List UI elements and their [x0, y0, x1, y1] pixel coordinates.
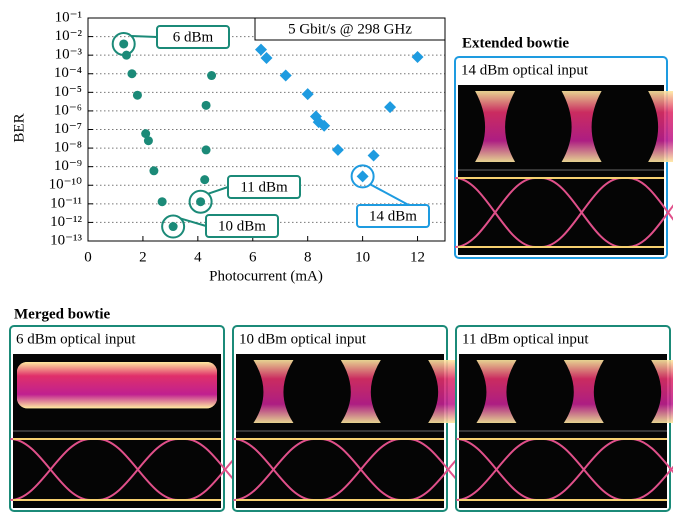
title-box [254, 17, 446, 41]
panel-title: Extended bowtie [462, 35, 569, 51]
data-point [141, 129, 151, 139]
y-tick-label: 10⁻¹² [50, 214, 82, 230]
data-point [200, 175, 210, 185]
eye-blob [561, 91, 602, 162]
annotation-ring [350, 164, 375, 189]
y-tick-label: 10⁻⁸ [54, 140, 82, 156]
eye-trace [10, 438, 91, 501]
data-point [411, 50, 424, 63]
annotation-ring [111, 31, 136, 56]
data-point [384, 101, 397, 114]
eye-trace [456, 438, 537, 501]
y-tick-label: 10⁻⁵ [54, 84, 82, 100]
eye-blob [476, 360, 517, 423]
panel-label: 11 dBm optical input [462, 331, 589, 347]
annotation: 14 dBm [369, 208, 417, 224]
x-tick-label: 10 [355, 249, 370, 265]
annotation-box [227, 175, 301, 199]
data-point [127, 69, 137, 79]
y-tick-label: 10⁻² [55, 28, 83, 44]
data-point [201, 100, 211, 110]
panel-label: 10 dBm optical input [239, 331, 367, 347]
data-point [119, 39, 129, 49]
annotation-ring [188, 189, 213, 214]
data-point [255, 43, 268, 56]
y-tick-label: 10⁻⁶ [54, 102, 82, 118]
eye-trace [631, 438, 673, 501]
data-point [207, 71, 217, 81]
y-tick-label: 10⁻⁹ [54, 158, 82, 174]
data-point [143, 136, 153, 146]
annotation-box [156, 25, 230, 49]
panel-label: 14 dBm optical input [461, 62, 589, 78]
eye-blob [17, 362, 217, 409]
x-tick-label: 12 [410, 249, 425, 265]
y-tick-label: 10⁻¹¹ [50, 195, 82, 211]
eye-trace [97, 438, 178, 501]
y-tick-label: 10⁻¹³ [50, 232, 82, 248]
data-point [301, 88, 314, 101]
annotation-leader [180, 217, 207, 227]
x-tick-label: 6 [249, 249, 257, 265]
data-point [331, 143, 344, 156]
eye-blob [253, 360, 294, 423]
eye-trace [320, 438, 401, 501]
y-axis-label: BER [11, 113, 27, 142]
y-tick-label: 10⁻⁴ [54, 65, 82, 81]
eye-trace [628, 177, 673, 248]
eye-blob [563, 360, 604, 423]
annotation: 11 dBm [240, 179, 288, 195]
data-point [149, 166, 159, 176]
annotation-box [356, 204, 430, 228]
annotation-leader [207, 186, 229, 195]
plot: 10⁻¹ 10⁻² 10⁻³ 10⁻⁴ 10⁻⁵ 10⁻⁶ 10⁻⁷ 10⁻⁸ 10⁻⁹ 10⁻¹… [49, 9, 446, 265]
annotation-ring [161, 214, 186, 239]
annotation-box [205, 214, 279, 238]
eye-trace [541, 177, 622, 248]
x-tick-label: 8 [304, 249, 312, 265]
x-tick-label: 4 [194, 249, 202, 265]
y-tick-label: 10⁻¹ [55, 9, 82, 25]
data-point [318, 119, 331, 132]
data-point [132, 90, 142, 100]
data-point [157, 197, 167, 207]
annotation-leader [131, 34, 158, 38]
data-point [168, 222, 178, 232]
data-point [279, 69, 292, 82]
eye-trace [543, 438, 624, 501]
data-point [367, 149, 380, 162]
data-point [356, 170, 369, 183]
y-tick-label: 10⁻³ [55, 47, 83, 63]
annotation: 10 dBm [218, 218, 266, 234]
data-point [201, 145, 211, 155]
eye-panels: 14 dBm optical input 6 dBm optical input 1… [9, 56, 673, 512]
y-tick-label: 10⁻¹⁰ [49, 177, 82, 193]
eye-blob [651, 360, 673, 423]
panel-title: Merged bowtie [14, 306, 111, 322]
x-tick-label: 2 [139, 249, 147, 265]
eye-blob [475, 91, 516, 162]
panel-label: 6 dBm optical input [16, 331, 136, 347]
data-point [260, 52, 273, 65]
data-point [196, 197, 206, 207]
x-tick-label: 0 [84, 249, 92, 265]
chart-title: 5 Gbit/s @ 298 GHz [288, 21, 412, 37]
eye-blob [648, 91, 673, 162]
annotation: 6 dBm [173, 29, 214, 45]
eye-trace [454, 177, 536, 248]
eye-blob [340, 360, 381, 423]
eye-trace [233, 438, 314, 501]
x-axis-label: Photocurrent (mA) [209, 268, 323, 284]
y-tick-label: 10⁻⁷ [54, 121, 82, 137]
